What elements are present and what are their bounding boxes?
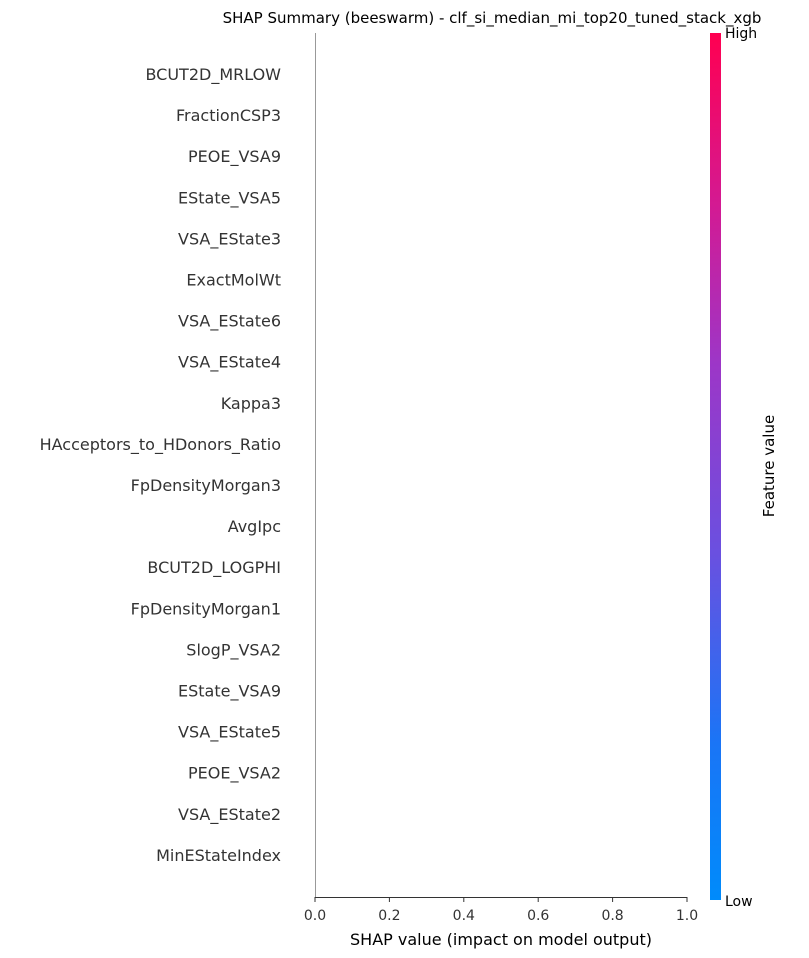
feature-label: BCUT2D_LOGPHI bbox=[147, 558, 281, 578]
feature-label: EState_VSA9 bbox=[178, 682, 281, 702]
feature-label: BCUT2D_MRLOW bbox=[145, 65, 281, 85]
feature-label: PEOE_VSA9 bbox=[188, 147, 281, 167]
colorbar bbox=[710, 33, 721, 900]
feature-label: AvgIpc bbox=[228, 517, 281, 536]
feature-label: PEOE_VSA2 bbox=[188, 764, 281, 784]
x-tick-label: 0.2 bbox=[378, 908, 400, 924]
feature-label: EState_VSA5 bbox=[178, 188, 281, 208]
feature-label: FpDensityMorgan1 bbox=[131, 599, 281, 618]
x-axis-label: SHAP value (impact on model output) bbox=[350, 930, 652, 949]
feature-label: SlogP_VSA2 bbox=[186, 640, 281, 660]
feature-labels: BCUT2D_MRLOW FractionCSP3 PEOE_VSA9 EState_… bbox=[40, 65, 282, 865]
x-ticks: 0.0 0.2 0.4 0.6 0.8 1.0 bbox=[304, 897, 698, 924]
colorbar-low-label: Low bbox=[725, 894, 753, 910]
colorbar-high-label: High bbox=[725, 26, 757, 42]
x-tick-label: 1.0 bbox=[676, 908, 698, 924]
x-tick-label: 0.0 bbox=[304, 908, 326, 924]
feature-label: ExactMolWt bbox=[186, 271, 281, 290]
feature-label: VSA_EState2 bbox=[178, 805, 281, 825]
feature-label: VSA_EState5 bbox=[178, 723, 281, 743]
feature-label: VSA_EState4 bbox=[178, 353, 281, 373]
x-tick-label: 0.8 bbox=[601, 908, 623, 924]
chart-title: SHAP Summary (beeswarm) - clf_si_median_… bbox=[223, 9, 762, 28]
feature-label: VSA_EState3 bbox=[178, 229, 281, 249]
feature-label: VSA_EState6 bbox=[178, 312, 281, 332]
x-tick-label: 0.6 bbox=[527, 908, 549, 924]
feature-label: FpDensityMorgan3 bbox=[131, 476, 281, 495]
feature-label: HAcceptors_to_HDonors_Ratio bbox=[40, 435, 281, 455]
feature-label: Kappa3 bbox=[221, 394, 281, 413]
x-tick-label: 0.4 bbox=[453, 908, 475, 924]
colorbar-title: Feature value bbox=[760, 415, 778, 517]
feature-label: FractionCSP3 bbox=[176, 106, 281, 125]
feature-label: MinEStateIndex bbox=[156, 846, 281, 865]
